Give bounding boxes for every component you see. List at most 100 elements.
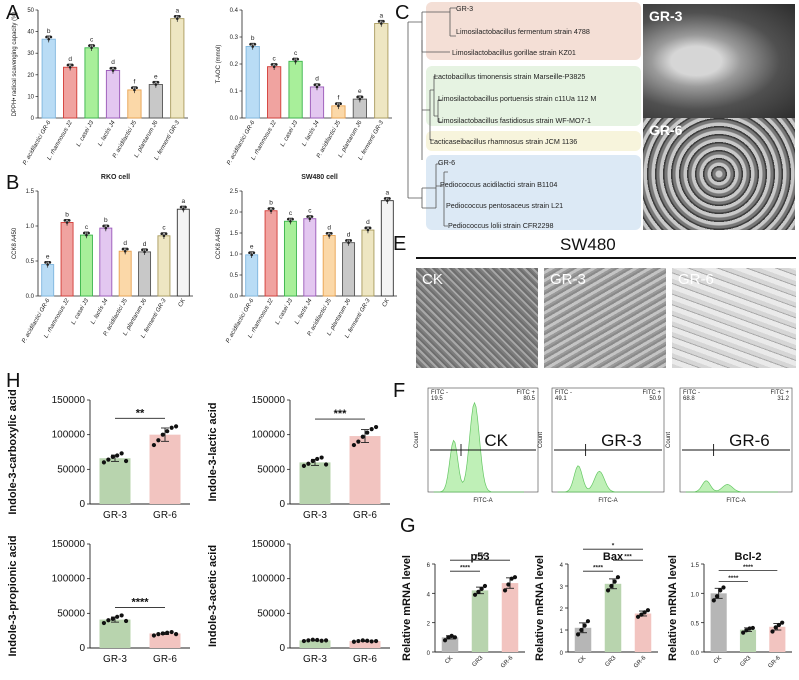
category-label: GR-6 (767, 655, 782, 670)
data-point (106, 457, 111, 462)
data-point (296, 57, 300, 61)
bar (303, 218, 317, 297)
category-label: GR-6 (633, 655, 648, 670)
data-point (169, 425, 174, 430)
data-point (479, 586, 484, 592)
y-tick-label: 1.5 (691, 563, 700, 569)
category-label: GR-6 (353, 654, 377, 665)
data-point (615, 575, 621, 580)
taxon: Limosilactobacillus portuensis strain c1… (438, 94, 597, 103)
data-point (151, 442, 157, 448)
bar (309, 86, 325, 119)
data-point (294, 60, 297, 63)
data-point (135, 86, 138, 90)
significance-letter: c (308, 208, 312, 215)
data-point (446, 635, 451, 640)
data-point (66, 63, 70, 67)
significance-letter: c (85, 224, 89, 231)
data-point (388, 197, 391, 200)
data-point (306, 461, 311, 466)
taxon: Limosilactobacillus fermentum strain 478… (456, 27, 590, 36)
data-point (87, 231, 90, 235)
y-tick-label: 0.0 (230, 294, 239, 300)
data-point (358, 97, 362, 101)
y-tick-label: 20 (27, 73, 34, 79)
data-point (449, 633, 454, 638)
data-point (330, 232, 333, 235)
data-point (90, 46, 93, 50)
data-point (113, 67, 117, 70)
bar (127, 89, 142, 119)
panel-letter-c: C (395, 2, 410, 24)
data-point (156, 81, 160, 84)
phylo-group-limosi (426, 66, 641, 126)
data-point (773, 625, 778, 630)
y-tick-label: 100000 (52, 574, 86, 585)
data-point (253, 42, 257, 46)
data-point (345, 239, 348, 242)
data-point (347, 241, 350, 244)
data-point (119, 613, 124, 618)
significance-letter: c (273, 55, 277, 62)
data-point (92, 44, 96, 47)
data-point (47, 37, 51, 41)
data-point (369, 427, 374, 432)
significance-letter: a (175, 7, 179, 14)
bar (264, 210, 278, 297)
taxon: Lacticaseibacillus rhamnosus strain JCM … (430, 137, 578, 146)
significance-letter: d (111, 59, 115, 66)
gate-neg-label: FITC - (555, 390, 572, 396)
data-point (71, 63, 74, 67)
bar (41, 38, 56, 119)
significance-letter: a (379, 12, 383, 19)
data-point (365, 430, 370, 435)
bar (267, 66, 282, 119)
data-point (635, 614, 641, 619)
y-axis-label: DPPH• radical scavenging capacity (%) (12, 12, 18, 117)
significance-letter: e (358, 88, 362, 95)
bar (739, 629, 757, 652)
data-point (741, 630, 746, 635)
data-point (750, 625, 755, 631)
y-tick-label: 100000 (252, 574, 286, 585)
panel-letter-f: F (393, 380, 406, 402)
significance-letter: a (182, 198, 186, 205)
data-point (44, 261, 47, 264)
significance-letter: d (68, 56, 72, 63)
flow-y-label: Count (666, 432, 672, 448)
data-point (356, 95, 359, 99)
bar (283, 220, 297, 297)
y-tick-label: 2.0 (230, 210, 239, 216)
y-tick-label: 0.2 (230, 62, 239, 68)
microscopy-gr3: GR-3 (544, 268, 666, 368)
significance-letter: f (134, 79, 136, 86)
data-point (301, 638, 307, 644)
data-point (156, 632, 161, 637)
y-tick-label: 1 (560, 629, 564, 635)
data-point (270, 63, 274, 66)
microscopy-ck: CK (416, 268, 538, 368)
data-point (306, 215, 309, 218)
data-point (509, 576, 514, 581)
data-point (360, 434, 365, 439)
category-label: GR3 (604, 655, 617, 668)
bar (63, 66, 78, 119)
data-point (115, 614, 120, 619)
data-point (452, 635, 458, 640)
sem-label: GR-3 (649, 8, 683, 24)
panel-letter-b: B (6, 172, 20, 194)
significance-letter: d (347, 232, 351, 239)
chart-indole-acetic: 0 50000 100000 150000 Indole-3-acetic acid GR… (207, 539, 390, 665)
data-point (119, 451, 124, 456)
data-point (160, 631, 165, 636)
data-point (173, 424, 179, 429)
data-point (289, 219, 292, 223)
data-point (721, 585, 726, 590)
data-point (249, 42, 252, 46)
gate-neg-value: 68.8 (683, 396, 695, 402)
significance-letter: d (143, 241, 147, 248)
category-label: L. lactis J4 (294, 297, 314, 325)
significance-stars: **** (475, 554, 486, 561)
